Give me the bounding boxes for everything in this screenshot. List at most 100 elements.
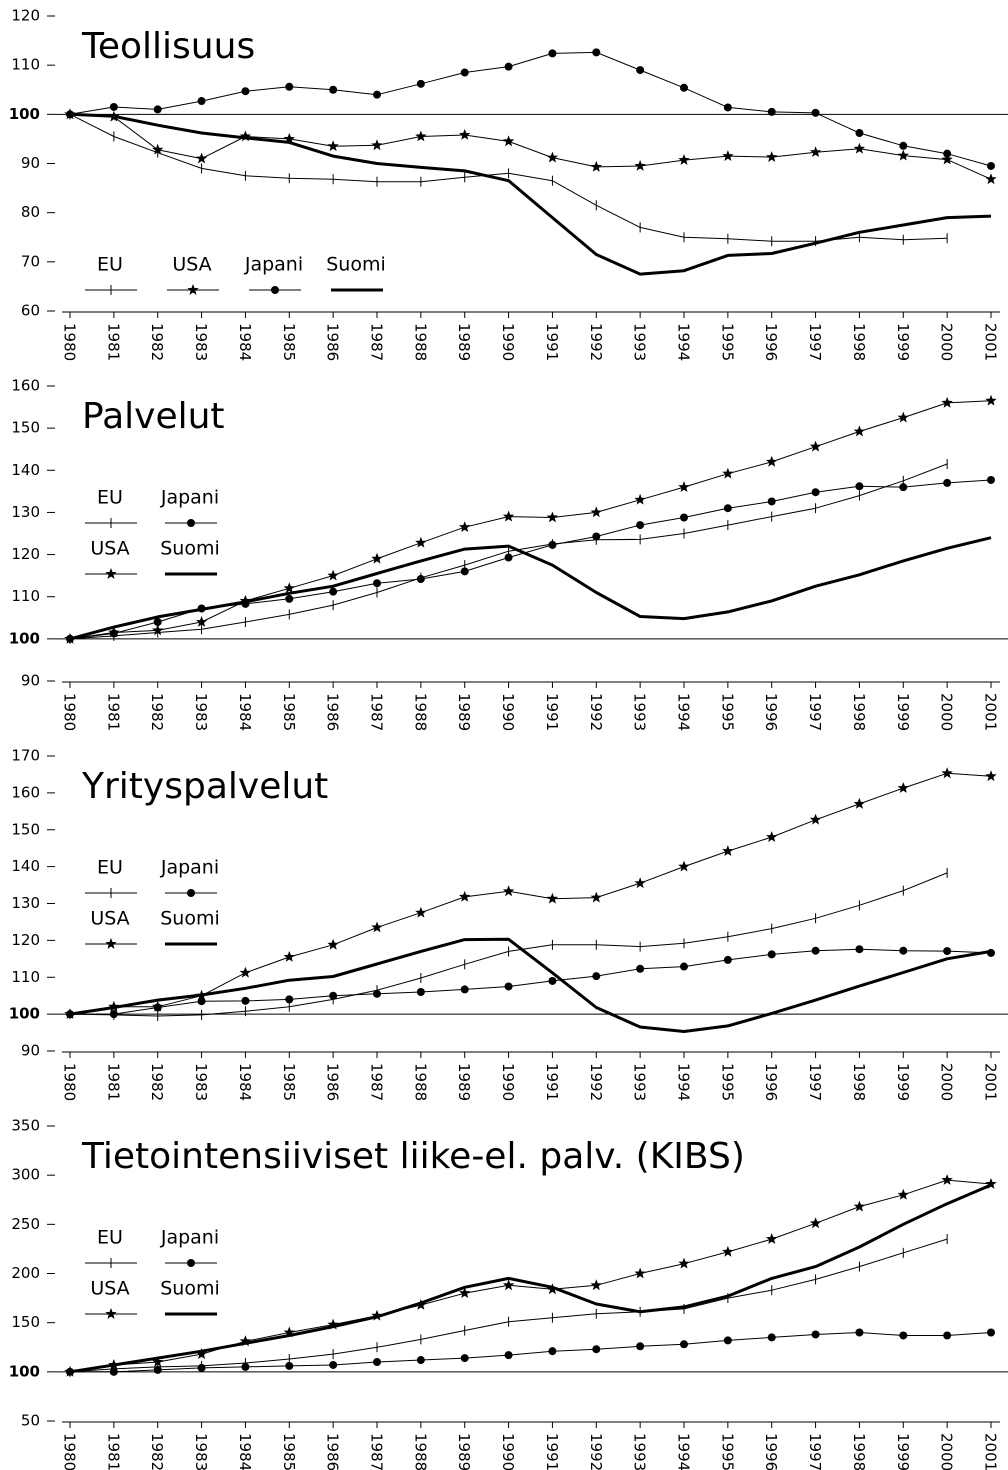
- x-tick-label: 1982: [148, 1063, 166, 1101]
- y-tick-label: 250: [11, 1215, 40, 1233]
- x-tick-label: 1980: [61, 1063, 79, 1101]
- star-marker: [415, 906, 427, 918]
- series-line: [69, 113, 992, 180]
- star-marker: [459, 890, 471, 902]
- legend-label: Japani: [160, 1227, 219, 1249]
- star-marker: [239, 130, 252, 142]
- dot-marker: [680, 513, 688, 522]
- dot-marker: [899, 141, 908, 150]
- star-marker: [239, 1335, 252, 1347]
- x-tick-label: 1985: [280, 1063, 298, 1101]
- x-tick-label: 1981: [104, 693, 122, 731]
- star-marker: [283, 582, 295, 594]
- x-tick-label: 1997: [806, 323, 824, 361]
- dot-marker: [811, 108, 820, 117]
- star-marker: [897, 1188, 909, 1200]
- legend-marker: [105, 938, 117, 949]
- dot-marker: [855, 945, 864, 954]
- x-tick-label: 1990: [499, 323, 517, 361]
- dot-marker: [943, 947, 952, 956]
- legend-item: USA: [167, 254, 219, 295]
- x-tick-label: 1997: [806, 693, 824, 731]
- star-marker: [809, 146, 822, 157]
- series-line: [69, 112, 992, 276]
- dot-marker: [153, 1365, 162, 1374]
- star-marker: [809, 1217, 822, 1229]
- legend-item: EU: [85, 1227, 137, 1268]
- star-marker: [634, 493, 646, 505]
- legend-marker: [271, 286, 279, 294]
- star-marker: [195, 1348, 208, 1359]
- star-marker: [283, 951, 295, 962]
- x-tick-label: 1998: [850, 1433, 868, 1470]
- dot-marker: [855, 482, 864, 491]
- line-chart: 90 100 110 120 130 140 150 160 170 1980 1981 1982 19…: [9, 747, 1008, 1101]
- series-line: [70, 948, 992, 1015]
- y-tick-label: 120: [11, 931, 40, 949]
- x-tick-label: 1987: [368, 323, 386, 361]
- series-line: [69, 1179, 992, 1373]
- chart-title: Palvelut: [82, 396, 225, 437]
- legend-label: Suomi: [160, 1278, 220, 1300]
- dot-marker: [197, 997, 206, 1006]
- x-tick-label: 1983: [192, 323, 210, 361]
- star-marker: [678, 860, 690, 872]
- chart-title: Yrityspalvelut: [81, 766, 328, 807]
- star-marker: [766, 455, 778, 467]
- dot-marker: [548, 49, 557, 58]
- dot-marker: [548, 540, 557, 549]
- legend-label: Suomi: [160, 908, 220, 930]
- star-marker: [722, 150, 734, 161]
- y-tick-label: 110: [11, 587, 40, 605]
- series-line: [69, 536, 992, 641]
- dot-marker: [153, 1003, 162, 1012]
- legend-item: EU: [85, 857, 137, 898]
- dot-marker: [767, 497, 776, 506]
- dot-marker: [811, 488, 820, 497]
- legend-item: Japani: [160, 1227, 219, 1267]
- x-tick-label: 1994: [675, 1063, 693, 1101]
- x-tick-label: 2001: [982, 1063, 1000, 1101]
- dot-marker: [460, 567, 469, 576]
- x-tick-label: 1981: [104, 1433, 122, 1470]
- legend-label: USA: [90, 908, 129, 930]
- star-marker: [371, 921, 383, 933]
- dot-marker: [592, 532, 601, 541]
- x-tick-label: 1994: [675, 693, 693, 731]
- star-marker: [853, 142, 866, 154]
- legend-label: EU: [97, 857, 123, 879]
- dot-marker: [416, 1356, 425, 1365]
- x-tick-label: 1994: [675, 1433, 693, 1470]
- series-line: [69, 937, 992, 1033]
- dot-marker: [855, 129, 864, 138]
- y-tick-label: 170: [11, 747, 40, 765]
- star-marker: [853, 425, 866, 437]
- x-tick-label: 1993: [631, 693, 649, 731]
- dot-marker: [66, 1367, 74, 1376]
- star-marker: [941, 767, 953, 779]
- dot-marker: [66, 1010, 74, 1019]
- x-tick-label: 1980: [61, 323, 79, 361]
- dot-marker: [197, 97, 206, 106]
- x-tick-label: 1987: [368, 1433, 386, 1470]
- star-marker: [634, 877, 646, 889]
- x-tick-label: 1996: [762, 1063, 780, 1101]
- star-marker: [590, 506, 602, 518]
- legend-marker: [187, 1259, 195, 1267]
- legend-item: Japani: [244, 254, 303, 294]
- x-tick-label: 1994: [675, 323, 693, 361]
- legend-label: EU: [97, 487, 123, 509]
- star-marker: [897, 782, 909, 793]
- x-tick-label: 1980: [61, 693, 79, 731]
- dot-marker: [285, 82, 294, 91]
- dot-marker: [636, 521, 645, 530]
- x-tick-label: 1983: [192, 1063, 210, 1101]
- dot-marker: [548, 976, 557, 985]
- legend-label: Japani: [160, 857, 219, 879]
- dot-marker: [241, 87, 250, 96]
- x-tick-label: 1998: [850, 693, 868, 731]
- legend-item: Japani: [160, 487, 219, 527]
- star-marker: [590, 1279, 602, 1291]
- dot-marker: [416, 575, 425, 584]
- legend-item: USA: [85, 1278, 137, 1319]
